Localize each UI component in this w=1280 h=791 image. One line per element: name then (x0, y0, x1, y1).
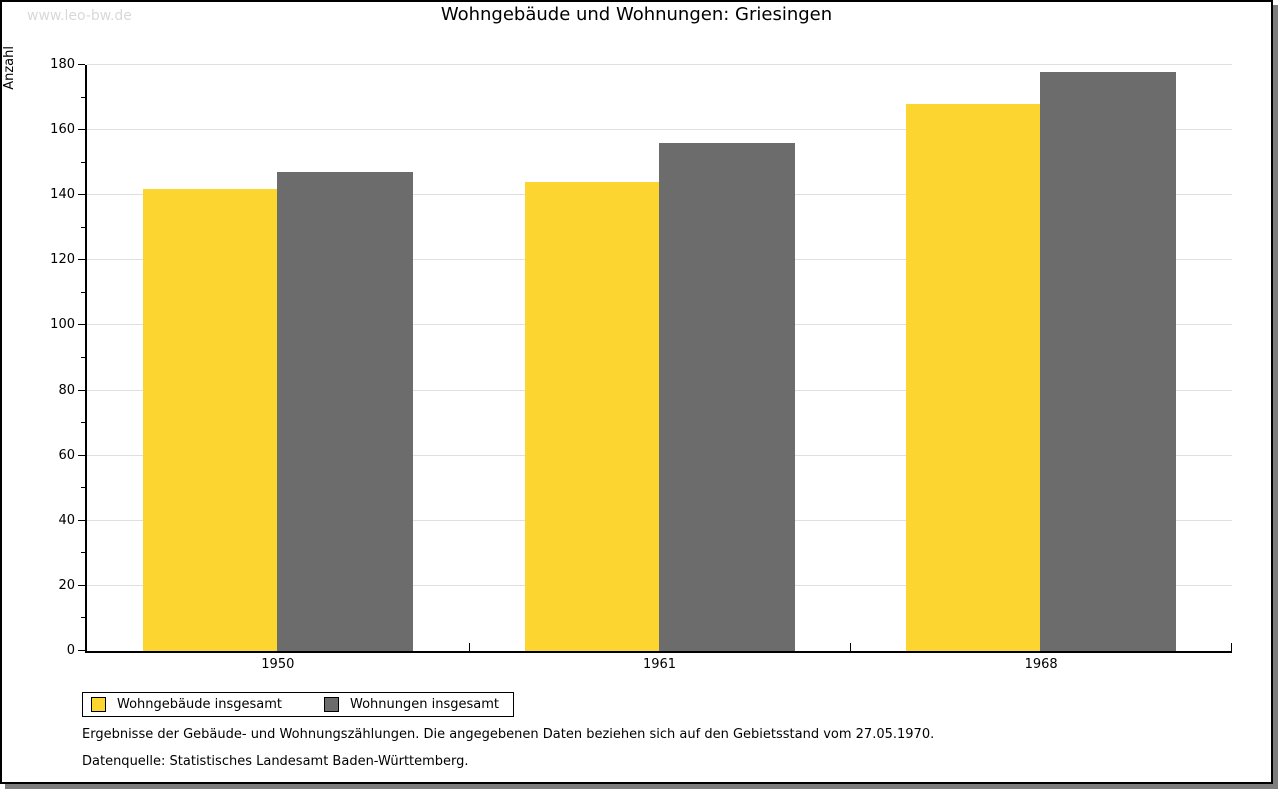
y-tick-label-100: 100 (50, 317, 75, 333)
gridline-160 (87, 129, 1232, 131)
y-tick-180 (78, 64, 85, 65)
bar-1950-0 (142, 188, 277, 651)
y-tick-label-40: 40 (58, 512, 75, 528)
bar-1961-0 (524, 182, 659, 651)
y-minor-tick-110 (81, 291, 85, 293)
y-minor-tick-30 (81, 552, 85, 554)
legend-label-wohnungen: Wohnungen insgesamt (350, 697, 499, 712)
y-minor-tick-10 (81, 617, 85, 619)
y-tick-20 (78, 584, 85, 586)
bar-1968-0 (906, 104, 1041, 651)
y-tick-label-60: 60 (58, 447, 75, 463)
y-tick-label-140: 140 (50, 187, 75, 203)
y-tick-label-180: 180 (50, 57, 75, 72)
x-axis-separator-tick-1 (468, 643, 470, 651)
y-minor-tick-50 (81, 487, 85, 489)
y-minor-tick-150 (81, 161, 85, 163)
x-category-label-1961: 1961 (642, 657, 677, 672)
y-minor-tick-170 (81, 96, 85, 98)
watermark: www.leo-bw.de (27, 8, 132, 24)
plot-area: 0 20 40 60 80 100 120 140 160 180 1950 1961 1968 (50, 57, 1232, 672)
y-tick-140 (78, 194, 85, 196)
y-minor-tick-130 (81, 226, 85, 228)
y-tick-120 (78, 259, 85, 261)
y-tick-label-20: 20 (58, 577, 75, 593)
y-tick-label-80: 80 (58, 382, 75, 398)
bar-1961-1 (658, 143, 795, 651)
y-minor-tick-70 (81, 422, 85, 424)
x-axis-end-tick (1231, 643, 1232, 651)
legend-item-wohnungen: Wohnungen insgesamt (324, 697, 499, 712)
y-minor-tick-90 (81, 357, 85, 358)
x-category-label-1968: 1968 (1024, 657, 1058, 672)
legend-label-wohngebaeude: Wohngebäude insgesamt (117, 697, 282, 712)
y-tick-160 (78, 129, 85, 131)
bar-1968-1 (1040, 71, 1177, 651)
y-tick-label-160: 160 (50, 122, 75, 138)
y-axis-label: Anzahl (2, 46, 17, 90)
bar-1950-1 (276, 172, 413, 651)
y-tick-label-120: 120 (50, 252, 75, 268)
y-tick-label-0: 0 (66, 643, 75, 658)
legend-item-wohngebaeude: Wohngebäude insgesamt (91, 697, 282, 712)
y-tick-100 (78, 324, 85, 326)
footer-source: Datenquelle: Statistisches Landesamt Bad… (82, 754, 469, 769)
chart-title: Wohngebäude und Wohnungen: Griesingen (440, 4, 833, 25)
y-tick-40 (78, 519, 85, 521)
legend-swatch-wohnungen (324, 697, 339, 712)
y-tick-60 (78, 454, 85, 456)
x-category-label-1950: 1950 (261, 657, 295, 672)
legend: Wohngebäude insgesamt Wohnungen insgesam… (82, 692, 514, 717)
y-tick-0 (78, 650, 85, 651)
footer-note: Ergebnisse der Gebäude- und Wohnungszähl… (82, 727, 935, 742)
legend-swatch-wohngebaeude (91, 697, 106, 712)
x-axis-separator-tick-2 (850, 643, 852, 651)
gridline-180 (87, 64, 1232, 65)
y-tick-80 (78, 389, 85, 391)
